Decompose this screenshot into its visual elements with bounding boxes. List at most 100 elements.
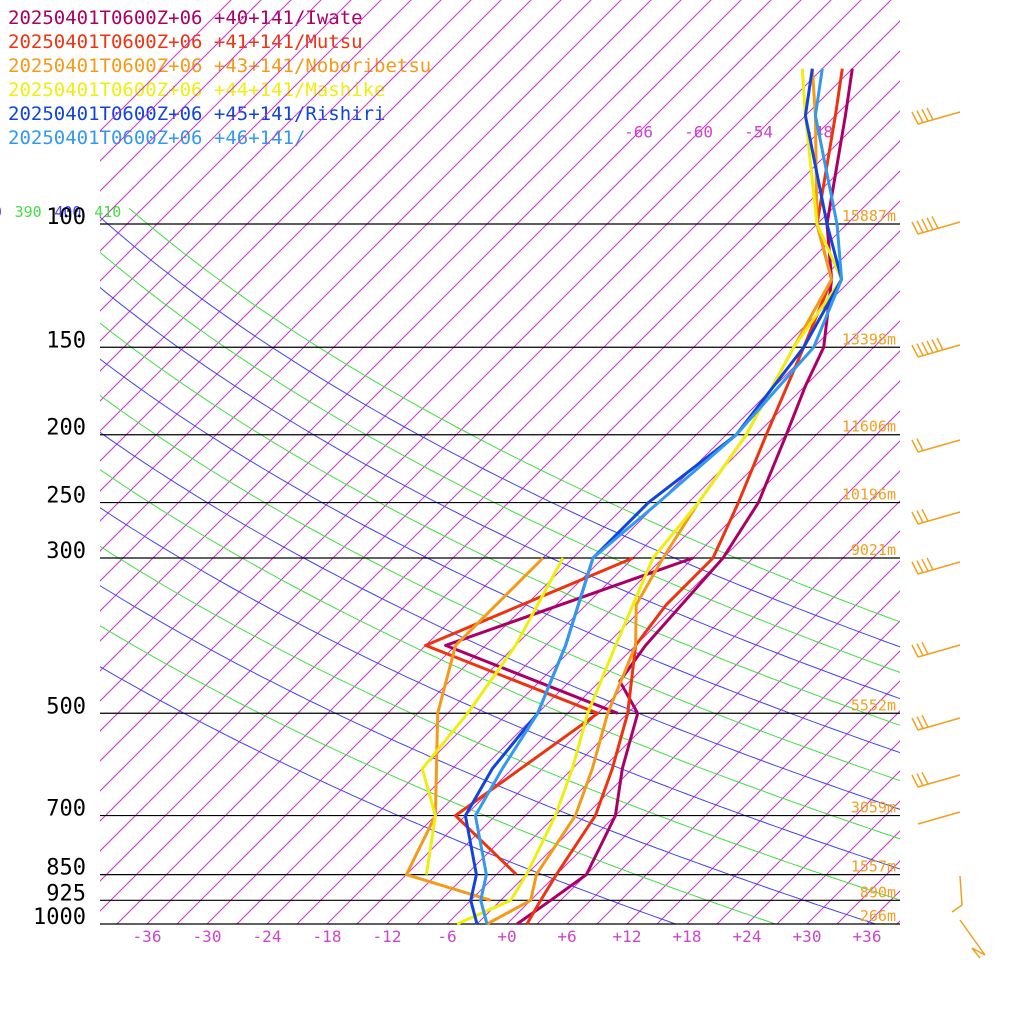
wind-barb: [911, 107, 961, 125]
isotherm-line: [686, 710, 900, 924]
isotherm-line: [656, 680, 900, 924]
legend-item-mashike: 20250401T0600Z+06 +44+141/Mashike: [8, 79, 386, 101]
isotherm-line: [806, 830, 900, 924]
theta-e-label: 410: [94, 203, 121, 221]
wind-barb: [911, 641, 961, 658]
isotherm-line: [596, 620, 900, 924]
pressure-label: 1000: [33, 905, 86, 930]
isotherm-line: [100, 0, 382, 282]
pressure-label: 500: [46, 694, 86, 719]
isotherm-lines: [100, 0, 1024, 924]
wind-barb: [911, 337, 961, 358]
isotherm-line: [100, 0, 322, 222]
temperature-tick-label: +18: [673, 927, 702, 946]
temperature-tick-label: -18: [313, 927, 342, 946]
wind-barb: [911, 508, 961, 525]
isotherm-line: [836, 860, 900, 924]
wind-barb: [911, 438, 961, 453]
pressure-label: 200: [46, 416, 86, 441]
isotherm-line: [100, 50, 900, 852]
isotherm-line: [100, 0, 862, 762]
legend-item-46-141: 20250401T0600Z+06 +46+141/: [8, 127, 306, 149]
theta-e-line: [100, 358, 900, 754]
height-label: 15887m: [842, 207, 896, 225]
isotherm-line: [100, 0, 502, 402]
isotherm-line: [536, 560, 900, 924]
wind-barb: [911, 557, 961, 575]
wind-barb: [911, 216, 961, 235]
wind-barb: [951, 875, 986, 959]
series-line: [486, 68, 834, 926]
series-group: [444, 68, 854, 926]
temperature-tick-label: -12: [373, 927, 402, 946]
series-group: [473, 68, 844, 925]
theta-e-line: [100, 216, 900, 648]
temperature-tick-label: -36: [133, 927, 162, 946]
isotherm-line: [416, 440, 900, 924]
isotherm-line: [476, 500, 900, 924]
isotherm-line: [100, 0, 472, 372]
theta-e-line: [100, 431, 900, 810]
isotherm-line: [927, 0, 1024, 924]
legend-item-mutsu: 20250401T0600Z+06 +41+141/Mutsu: [8, 31, 363, 53]
height-label: 890m: [860, 883, 896, 901]
isotherm-line: [100, 0, 532, 432]
theta-e-label: 400: [54, 203, 81, 221]
series-lines: [404, 68, 854, 926]
wind-barb: [911, 771, 961, 788]
temperature-tick-label: +30: [793, 927, 822, 946]
isotherm-top-label: -60: [684, 122, 713, 141]
isotherm-line: [506, 530, 900, 924]
pressure-label: 250: [46, 484, 86, 509]
height-label: 3059m: [851, 799, 896, 817]
isotherm-line: [866, 890, 900, 924]
isotherm-line: [176, 200, 900, 924]
height-label: 5552m: [851, 696, 896, 714]
dewpoint-line: [424, 556, 634, 876]
height-label: 9021m: [851, 541, 896, 559]
height-label: 1557m: [851, 858, 896, 876]
temperature-tick-label: -30: [193, 927, 222, 946]
isotherm-line: [100, 0, 562, 462]
legend-item-noboribetsu: 20250401T0600Z+06 +43+141/Noboribetsu: [8, 55, 432, 77]
isotherm-line: [100, 0, 292, 192]
wind-barb: [917, 811, 961, 825]
dewpoint-line: [444, 556, 694, 715]
theta-e-line: [100, 394, 900, 782]
pressure-label: 925: [46, 881, 86, 906]
dewpoint-line: [420, 557, 565, 875]
isotherm-line: [896, 920, 900, 924]
pressure-label: 700: [46, 797, 86, 822]
isotherm-line: [100, 0, 412, 312]
isotherm-line: [100, 0, 442, 342]
series-group: [404, 68, 834, 926]
legend-item-iwate: 20250401T0600Z+06 +40+141/Iwate: [8, 7, 363, 29]
wind-barb: [911, 714, 961, 731]
isotherm-line: [100, 0, 622, 522]
wind-barbs: [911, 107, 986, 959]
legend-item-rishiri: 20250401T0600Z+06 +45+141/Rishiri: [8, 103, 386, 125]
theta-e-label: 390: [15, 203, 42, 221]
theta-e-line: [128, 208, 900, 623]
isobar-lines: [100, 223, 900, 925]
temperature-tick-label: -6: [437, 927, 456, 946]
height-label: 266m: [860, 907, 896, 925]
theta-e-line: [100, 469, 900, 840]
theta-e-label: 380: [0, 203, 2, 221]
isotherm-top-label: -66: [624, 122, 653, 141]
height-label: 11606m: [842, 418, 896, 436]
temperature-tick-label: -24: [253, 927, 282, 946]
isotherm-top-label: -54: [744, 122, 773, 141]
isotherm-line: [100, 0, 262, 162]
isotherm-line: [716, 740, 900, 924]
pressure-label: 100: [46, 205, 86, 230]
series-group: [420, 68, 844, 926]
height-label: 10196m: [842, 486, 896, 504]
series-line: [473, 68, 844, 925]
theta-e-line: [100, 286, 900, 700]
theta-e-lines: [100, 208, 900, 924]
theta-e-line: [100, 322, 900, 726]
temperature-tick-label: +6: [557, 927, 576, 946]
isotherm-line: [100, 0, 352, 252]
